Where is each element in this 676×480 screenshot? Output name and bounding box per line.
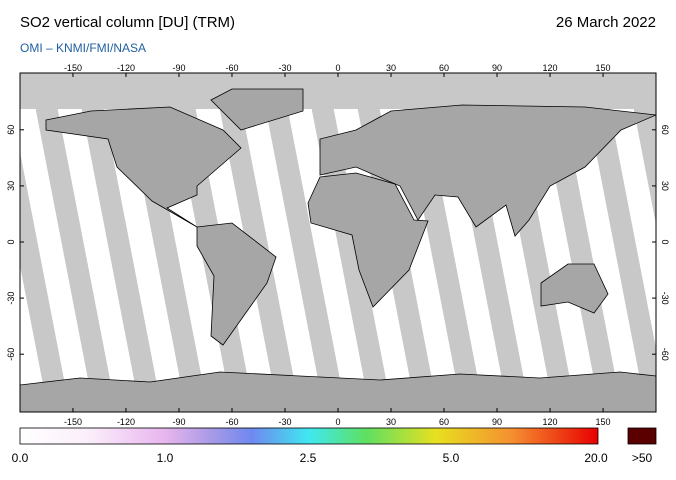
lat-tick-label: -60: [660, 348, 670, 361]
lon-tick-label: -30: [278, 417, 291, 427]
lat-tick-label: 30: [6, 181, 16, 191]
colorbar: [19, 427, 599, 445]
lon-tick-label: -150: [64, 63, 82, 73]
colorbar-overflow-label: >50: [632, 451, 653, 465]
colorbar-label: 20.0: [584, 451, 608, 465]
lat-tick-label: 60: [6, 125, 16, 135]
credit: OMI – KNMI/FMI/NASA: [20, 41, 146, 55]
ticks: -150 -150 -120 -120 -90 -90 -60 -60 -30 -30 0 0 30 30…: [6, 63, 670, 427]
colorbar-label: 1.0: [157, 451, 174, 465]
polar-gap: [20, 73, 656, 109]
title: SO2 vertical column [DU] (TRM): [20, 14, 235, 31]
lat-tick-label: 0: [6, 239, 16, 244]
colorbar-label: 0.0: [12, 451, 29, 465]
lon-tick-label: 120: [543, 63, 558, 73]
lat-tick-label: 60: [660, 125, 670, 135]
lat-tick-label: 30: [660, 181, 670, 191]
lon-tick-label: 30: [386, 63, 396, 73]
swath: [32, 90, 114, 400]
lon-tick-label: 90: [492, 417, 502, 427]
map: [20, 73, 656, 412]
colorbar-label: 5.0: [443, 451, 460, 465]
continents: [20, 88, 656, 412]
colorbar-label: 2.5: [300, 451, 317, 465]
lon-tick-label: -60: [225, 417, 238, 427]
lon-tick-label: -90: [172, 63, 185, 73]
lat-tick-label: 0: [660, 239, 670, 244]
colorbar-overflow: [627, 427, 657, 445]
lon-tick-label: 0: [335, 417, 340, 427]
lon-tick-label: 30: [386, 417, 396, 427]
lon-tick-label: 150: [596, 63, 611, 73]
lon-tick-label: 90: [492, 63, 502, 73]
lon-tick-label: 0: [335, 63, 340, 73]
lat-tick-label: -60: [6, 348, 16, 361]
swath: [20, 152, 68, 400]
lon-tick-label: -90: [172, 417, 185, 427]
swath: [78, 90, 160, 400]
lon-tick-label: 60: [439, 417, 449, 427]
lat-tick-label: -30: [660, 292, 670, 305]
lon-tick-label: 120: [543, 417, 558, 427]
swath: [262, 90, 344, 400]
lon-tick-label: -150: [64, 417, 82, 427]
lon-tick-label: -30: [278, 63, 291, 73]
date: 26 March 2022: [556, 14, 656, 31]
lon-tick-label: 150: [596, 417, 611, 427]
colorbar-labels: 0.0 1.0 2.5 5.0 20.0: [12, 451, 608, 465]
lon-tick-label: -60: [225, 63, 238, 73]
swath: [584, 90, 656, 400]
lat-tick-label: -30: [6, 292, 16, 305]
lon-tick-label: -120: [117, 63, 135, 73]
lon-tick-label: -120: [117, 417, 135, 427]
lon-tick-label: 60: [439, 63, 449, 73]
